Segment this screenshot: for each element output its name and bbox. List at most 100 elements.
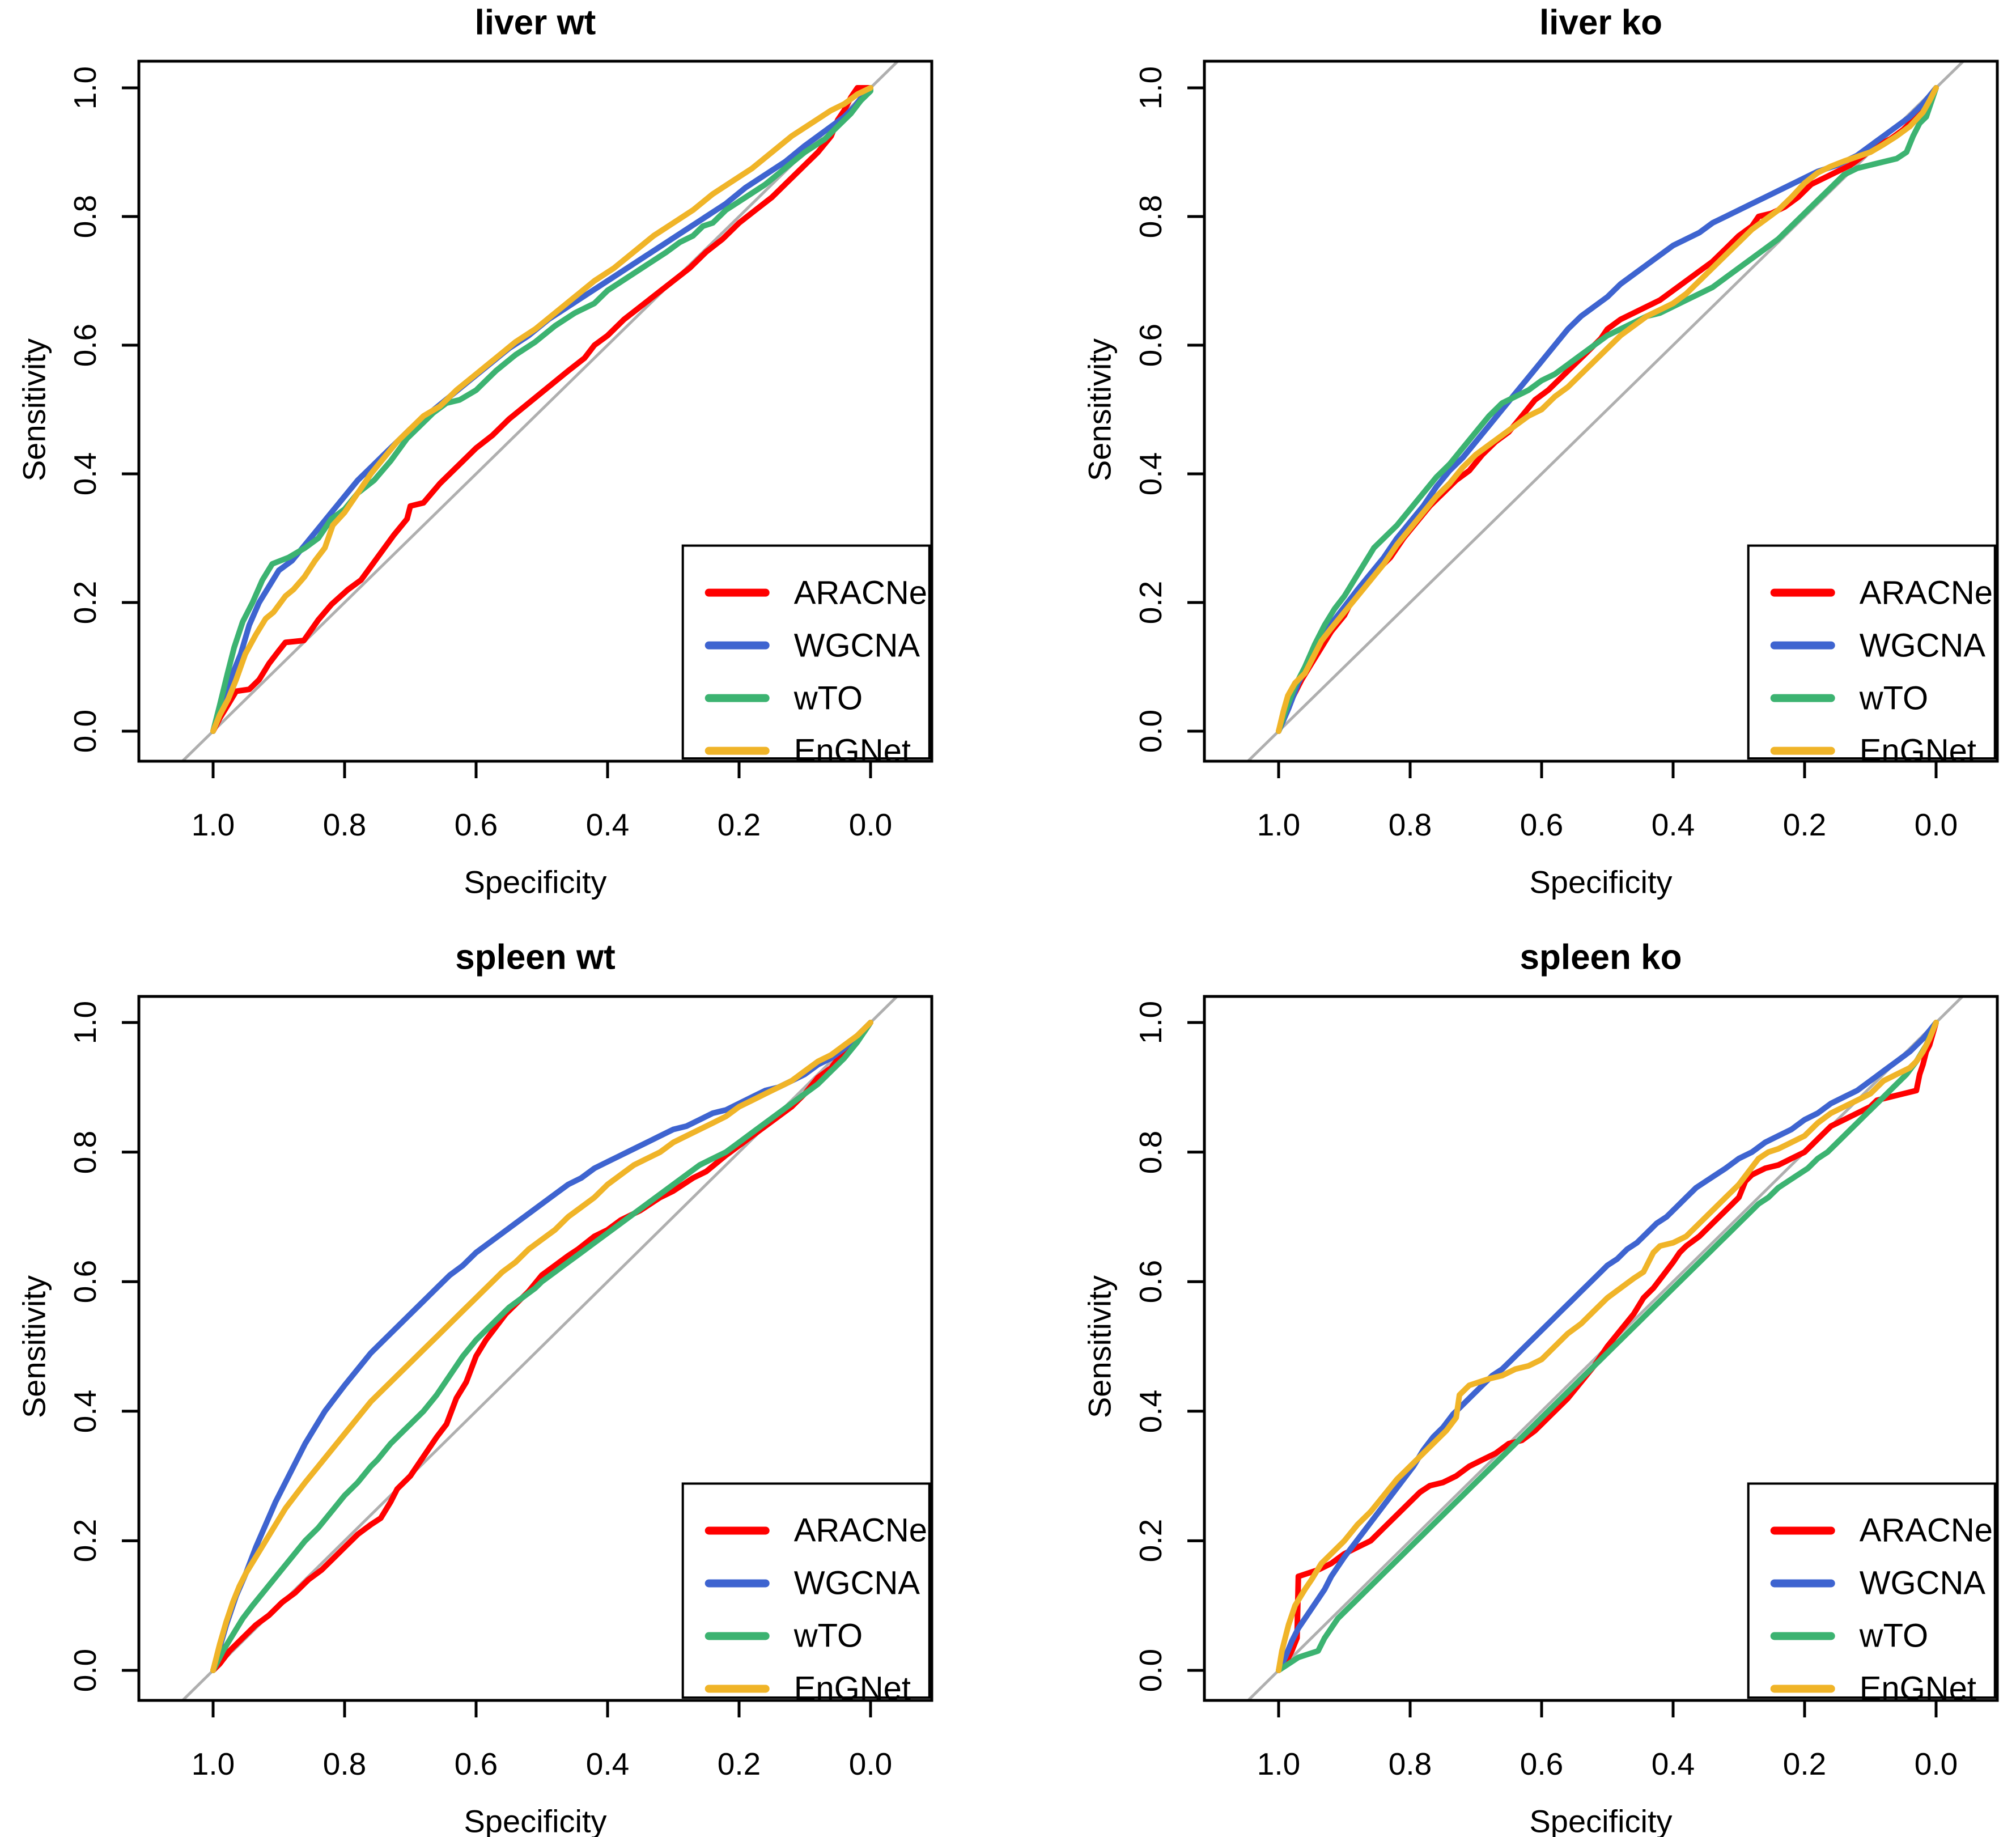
x-axis-label: Specificity [1529, 1803, 1673, 1837]
roc-curve-engnet [1276, 85, 1939, 734]
x-tick-label-0.4: 0.4 [1651, 807, 1695, 842]
x-tick-label-0.4: 0.4 [585, 1746, 630, 1781]
plot-box [1203, 60, 1999, 763]
x-tick-label-1.0: 1.0 [1257, 1746, 1301, 1781]
x-tick-label-0.6: 0.6 [1520, 1746, 1564, 1781]
roc-panel-liver-wt: 1.0 0.8 0.6 0.4 0.2 0.0 1.0 0.8 0.6 0.4 0.2 0.0 ARAC… [0, 0, 1008, 935]
x-tick-label-0.6: 0.6 [1520, 807, 1564, 842]
y-tick-label-1.0: 1.0 [1133, 66, 1168, 110]
y-tick-label-0.0: 0.0 [67, 709, 103, 753]
x-tick-label-0.4: 0.4 [585, 807, 630, 842]
x-tick-label-0.2: 0.2 [1782, 807, 1827, 842]
x-axis-label: Specificity [1529, 864, 1673, 900]
plot-box [137, 60, 933, 763]
x-tick-label-0.2: 0.2 [717, 1746, 761, 1781]
roc-panel-liver-ko: 1.0 0.8 0.6 0.4 0.2 0.0 1.0 0.8 0.6 0.4 0.2 0.0 ARAC… [1008, 0, 2016, 935]
legend-label-wgcna: WGCNA [1859, 1564, 1986, 1602]
y-tick-label-0.4: 0.4 [67, 1389, 103, 1433]
x-tick-label-0.2: 0.2 [1782, 1746, 1827, 1781]
roc-curve-engnet [210, 1020, 873, 1673]
roc-curve-wto [210, 85, 873, 734]
legend-box [681, 544, 931, 760]
x-tick-label-0.8: 0.8 [1388, 1746, 1432, 1781]
legend-box [1747, 1482, 1996, 1699]
legend-label-wto: wTO [1859, 1617, 1929, 1654]
x-tick-label-0.2: 0.2 [717, 807, 761, 842]
y-tick-label-0.0: 0.0 [67, 1648, 103, 1692]
panel-title-spleen-wt: spleen wt [455, 937, 616, 977]
x-tick-label-0.0: 0.0 [848, 1746, 893, 1781]
y-tick-label-0.6: 0.6 [67, 1259, 103, 1304]
legend-label-engnet: EnGNet [793, 1670, 911, 1707]
plot-box [1203, 995, 1999, 1702]
y-axis-label: Sensitivity [1081, 338, 1118, 481]
y-tick-label-1.0: 1.0 [1133, 1000, 1168, 1045]
y-tick-label-0.8: 0.8 [1133, 194, 1168, 239]
x-tick-label-0.0: 0.0 [848, 807, 893, 842]
roc-curve-wto [210, 1020, 873, 1673]
x-tick-label-1.0: 1.0 [191, 807, 235, 842]
legend-label-wgcna: WGCNA [793, 627, 920, 664]
x-axis-label: Specificity [464, 1803, 607, 1837]
y-tick-label-0.6: 0.6 [67, 323, 103, 367]
legend-label-wto: wTO [793, 1617, 863, 1654]
panel-title-spleen-ko: spleen ko [1520, 937, 1682, 977]
y-tick-label-0.2: 0.2 [1133, 1519, 1168, 1563]
x-axis-label: Specificity [464, 864, 607, 900]
y-tick-label-0.4: 0.4 [1133, 1389, 1168, 1433]
legend-label-wgcna: WGCNA [793, 1564, 920, 1602]
roc-plot-liver-wt [122, 60, 933, 778]
roc-curve-wgcna [210, 1020, 873, 1673]
x-tick-label-0.0: 0.0 [1914, 1746, 1958, 1781]
y-tick-label-1.0: 1.0 [67, 1000, 103, 1045]
y-tick-label-0.4: 0.4 [67, 452, 103, 496]
roc-plot-liver-ko [1187, 60, 1999, 778]
panel-title-liver-ko: liver ko [1539, 3, 1663, 43]
x-tick-label-0.4: 0.4 [1651, 1746, 1695, 1781]
legend-label-aracne: ARACNe [793, 1512, 927, 1549]
legend-label-wgcna: WGCNA [1859, 627, 1986, 664]
roc-panel-spleen-wt: 1.0 0.8 0.6 0.4 0.2 0.0 1.0 0.8 0.6 0.4 0.2 0.0 ARAC… [0, 935, 1008, 1837]
y-tick-label-0.6: 0.6 [1133, 323, 1168, 367]
x-tick-label-0.0: 0.0 [1914, 807, 1958, 842]
x-tick-label-0.8: 0.8 [322, 1746, 367, 1781]
x-tick-label-0.8: 0.8 [1388, 807, 1432, 842]
y-axis-label: Sensitivity [16, 338, 52, 481]
y-tick-label-0.4: 0.4 [1133, 452, 1168, 496]
y-tick-label-0.0: 0.0 [1133, 709, 1168, 753]
roc-curve-wto [1276, 85, 1939, 734]
legend-label-aracne: ARACNe [1859, 1512, 1993, 1549]
y-tick-label-0.6: 0.6 [1133, 1259, 1168, 1304]
y-tick-label-0.2: 0.2 [1133, 580, 1168, 625]
x-tick-label-1.0: 1.0 [191, 1746, 235, 1781]
legend-label-aracne: ARACNe [793, 574, 927, 612]
roc-plot-spleen-wt [122, 995, 933, 1717]
x-tick-label-0.6: 0.6 [454, 807, 498, 842]
x-tick-label-0.6: 0.6 [454, 1746, 498, 1781]
y-axis-label: Sensitivity [1081, 1275, 1118, 1418]
roc-curve-wgcna [1276, 1020, 1939, 1673]
diagonal-reference-line [1246, 61, 1966, 761]
roc-curve-wto [1276, 1020, 1939, 1673]
plot-box [137, 995, 933, 1702]
legend-label-aracne: ARACNe [1859, 574, 1993, 612]
x-tick-label-1.0: 1.0 [1257, 807, 1301, 842]
legend-label-engnet: EnGNet [1859, 1670, 1977, 1707]
x-tick-label-0.8: 0.8 [322, 807, 367, 842]
y-tick-label-0.0: 0.0 [1133, 1648, 1168, 1692]
roc-curve-aracne [1276, 1020, 1939, 1673]
panel-title-liver-wt: liver wt [474, 3, 596, 43]
y-tick-label-0.2: 0.2 [67, 1519, 103, 1563]
y-tick-label-0.2: 0.2 [67, 580, 103, 625]
roc-curve-engnet [210, 85, 873, 734]
legend-label-engnet: EnGNet [1859, 732, 1977, 770]
legend-box [681, 1482, 931, 1699]
legend-box [1747, 544, 1996, 760]
legend-label-engnet: EnGNet [793, 732, 911, 770]
roc-curve-aracne [210, 85, 873, 734]
legend-label-wto: wTO [1859, 680, 1929, 717]
y-axis-label: Sensitivity [16, 1275, 52, 1418]
y-tick-label-0.8: 0.8 [1133, 1130, 1168, 1174]
roc-curve-engnet [1276, 1020, 1939, 1673]
